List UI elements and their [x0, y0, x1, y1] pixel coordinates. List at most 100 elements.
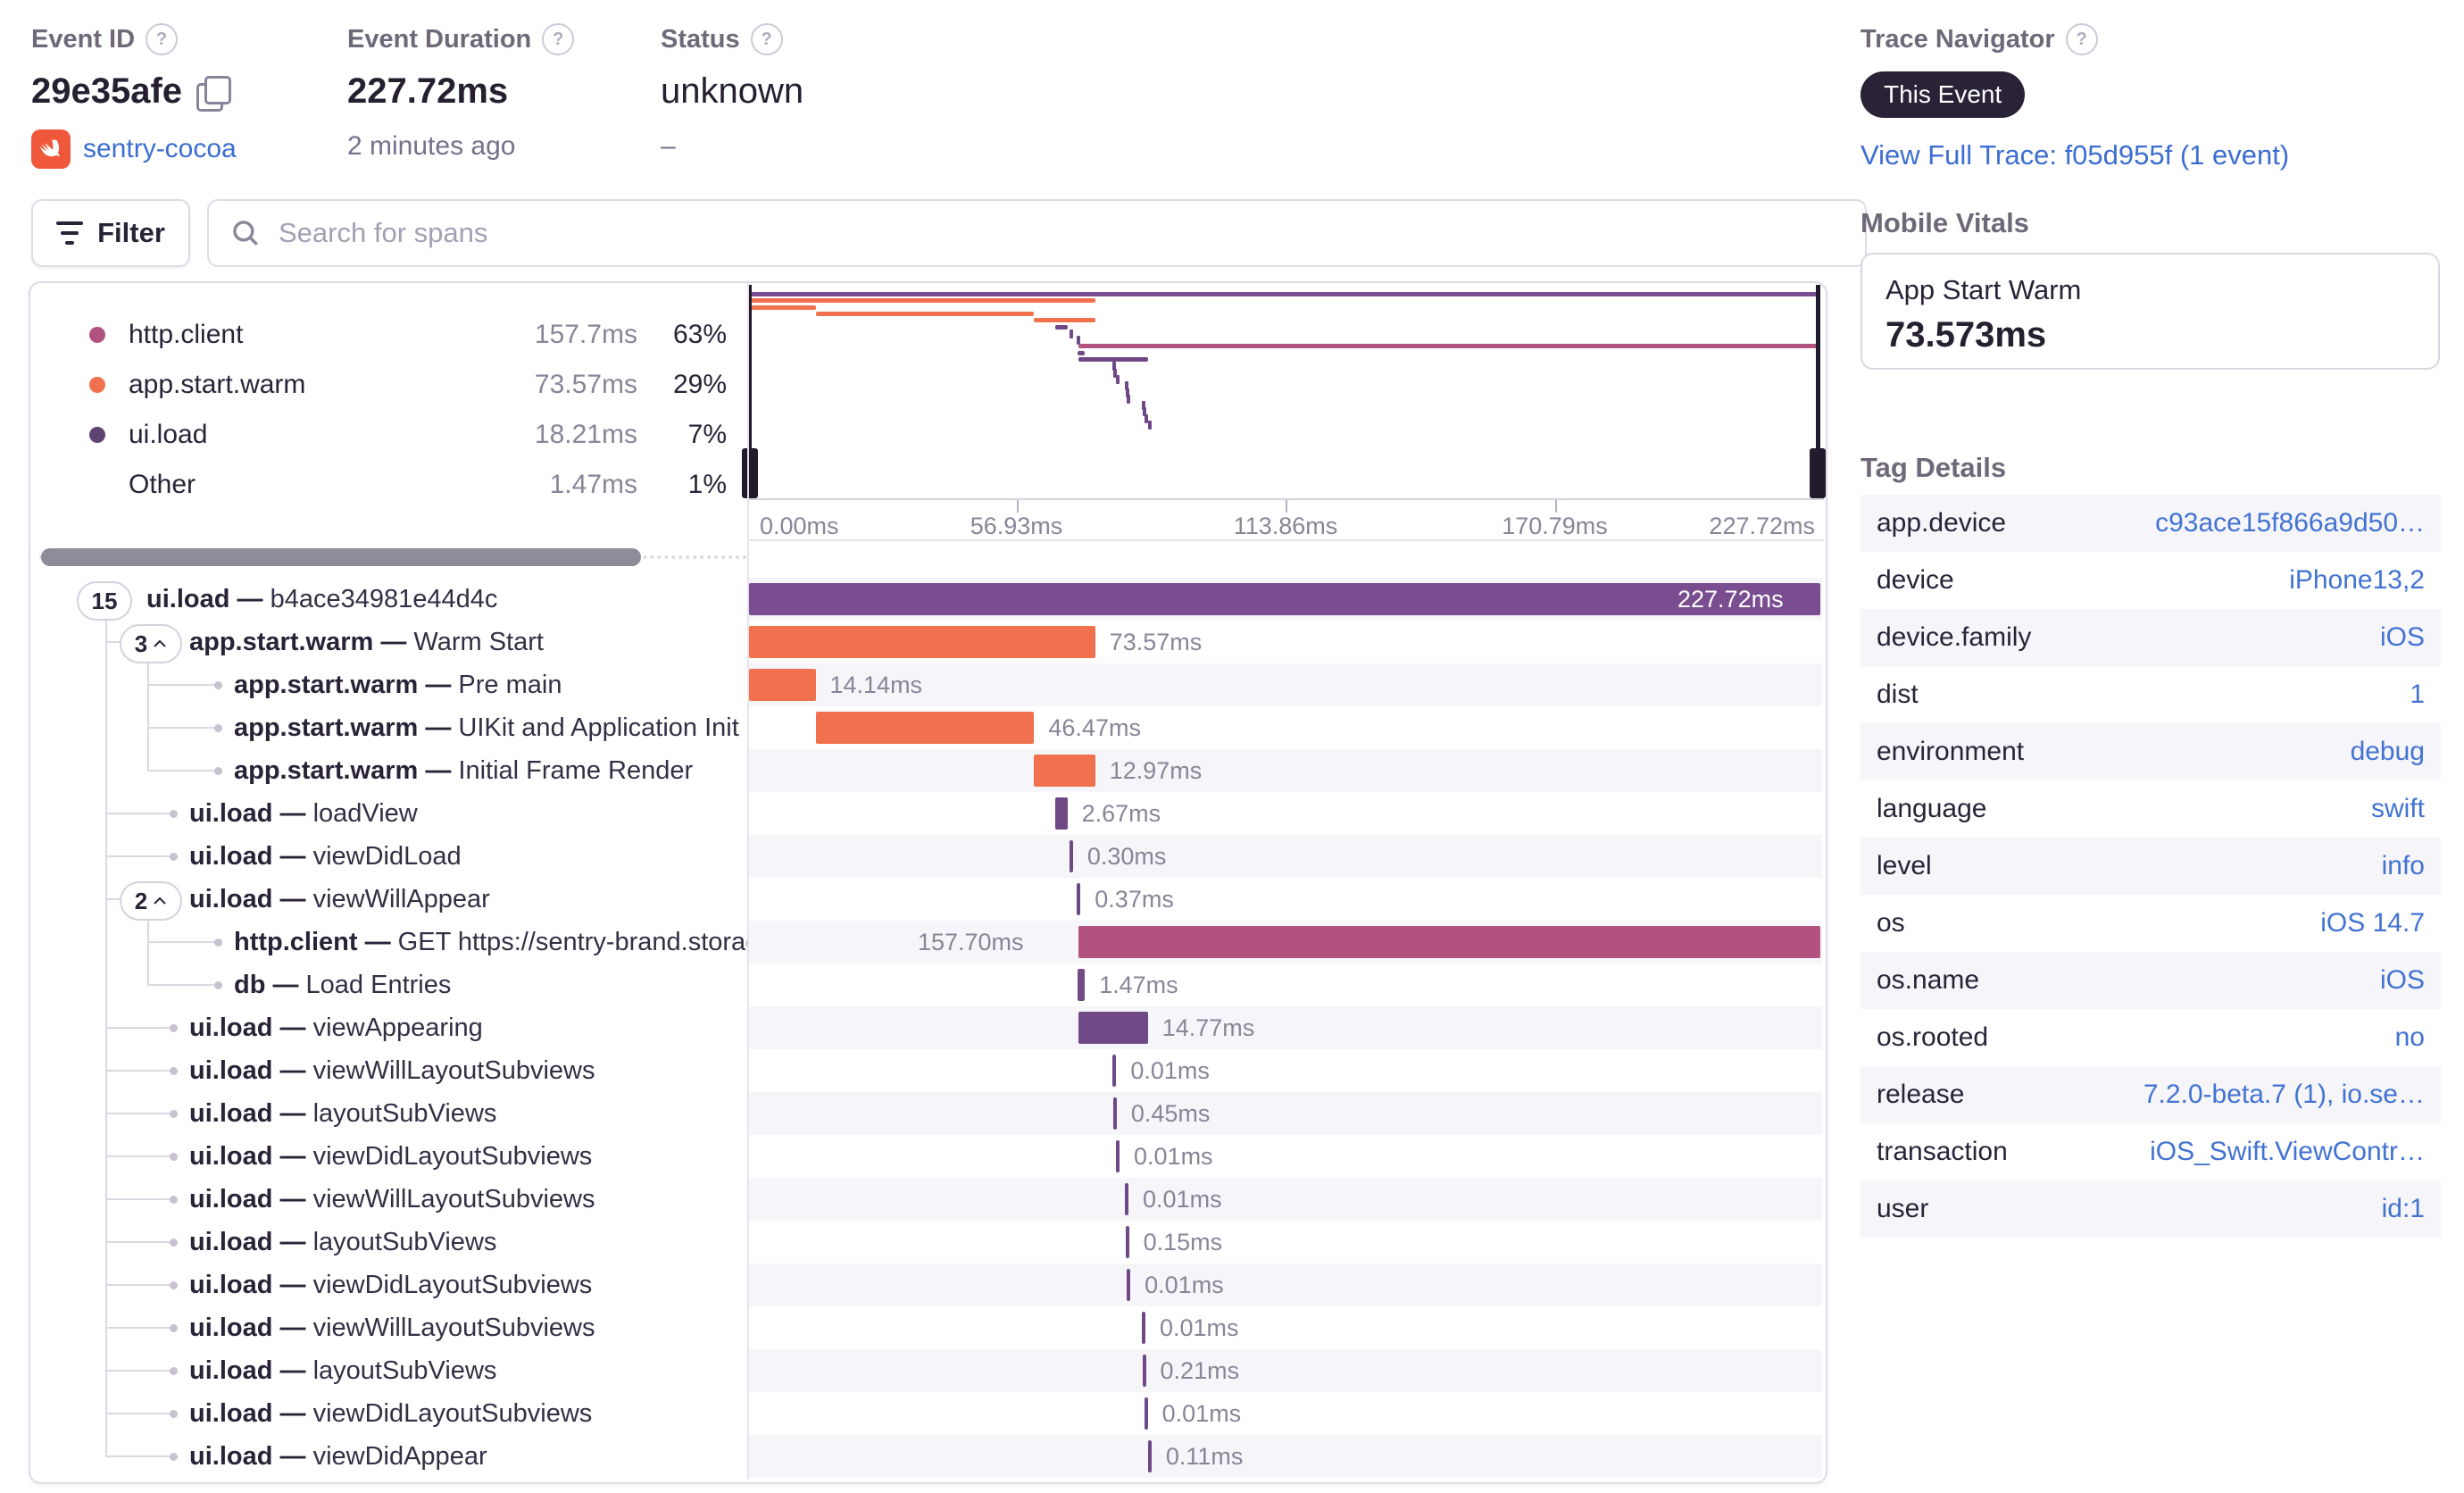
span-tree-row[interactable]: ui.load — viewDidLayoutSubviews	[189, 1264, 592, 1306]
span-tree-row[interactable]: ui.load — viewWillLayoutSubviews	[189, 1049, 595, 1092]
tag-value-link[interactable]: id:1	[2381, 1194, 2425, 1223]
tag-value-link[interactable]: iOS 14.7	[2320, 908, 2425, 938]
span-bar-db[interactable]	[1078, 969, 1086, 1001]
span-bar-http.client[interactable]	[1078, 926, 1820, 958]
app-start-warm-card[interactable]: App Start Warm 73.573ms	[1860, 253, 2440, 370]
minimap-right-handle[interactable]	[1816, 285, 1820, 498]
tree-connector-h	[105, 1070, 170, 1072]
span-bar-app.start.warm[interactable]	[749, 669, 816, 701]
span-tree-row[interactable]: ui.load — viewDidLayoutSubviews	[189, 1392, 592, 1435]
span-tree-row[interactable]: ui.load — viewWillLayoutSubviews	[189, 1306, 595, 1349]
event-id-section: Event ID ? 29e35afe sentry-cocoa	[31, 23, 237, 169]
minimap-span-ui.load	[1142, 407, 1146, 417]
span-op: ui.load —	[189, 1355, 313, 1385]
tag-value-link[interactable]: iOS_Swift.ViewContr…	[2150, 1137, 2425, 1166]
span-op: ui.load —	[189, 1227, 313, 1256]
span-tree-row[interactable]: ui.load — b4ace34981e44d4c	[146, 578, 497, 621]
minimap-left-handle[interactable]	[747, 285, 752, 498]
minimap-span-ui.load	[1125, 388, 1129, 397]
help-icon[interactable]: ?	[2065, 23, 2098, 55]
minimap-span-ui.load	[1069, 329, 1073, 338]
tag-value-link[interactable]: no	[2394, 1022, 2425, 1052]
span-bar-ui.load[interactable]	[1127, 1269, 1131, 1301]
span-tree-row[interactable]: ui.load — layoutSubViews	[189, 1349, 496, 1392]
legend-op-label: Other	[129, 470, 196, 499]
span-tree-row[interactable]: app.start.warm — Warm Start	[189, 621, 544, 663]
tree-scrollbar-thumb[interactable]	[41, 548, 641, 566]
tag-row-environment: environment debug	[1860, 723, 2441, 780]
tag-value-link[interactable]: iPhone13,2	[2289, 565, 2425, 595]
span-bar-app.start.warm[interactable]	[815, 712, 1035, 744]
minimap-left-grip[interactable]	[742, 448, 758, 498]
legend-duration: 73.57ms	[534, 370, 637, 399]
tag-value-link[interactable]: c93ace15f866a9d50…	[2155, 508, 2425, 538]
view-full-trace-link[interactable]: View Full Trace: f05d955f (1 event)	[1860, 139, 2290, 171]
span-tree-row[interactable]: ui.load — layoutSubViews	[189, 1221, 496, 1264]
span-bar-ui.load[interactable]	[1054, 797, 1068, 830]
span-tree-row[interactable]: db — Load Entries	[234, 963, 451, 1006]
span-tree-row[interactable]: ui.load — viewDidAppear	[189, 1435, 487, 1478]
tag-row-os.name: os.name iOS	[1860, 952, 2441, 1009]
project-link[interactable]: sentry-cocoa	[83, 134, 237, 163]
span-op: ui.load —	[189, 841, 313, 871]
span-bar-ui.load[interactable]	[1142, 1355, 1146, 1387]
tree-waterfall-divider[interactable]	[747, 283, 749, 1479]
copy-icon[interactable]	[196, 75, 232, 112]
help-icon[interactable]: ?	[146, 23, 179, 55]
tree-connector-dot	[170, 1453, 178, 1461]
help-icon[interactable]: ?	[542, 23, 575, 55]
span-tree-row[interactable]: ui.load — loadView	[189, 792, 418, 835]
span-duration-label: 12.97ms	[1109, 757, 1203, 784]
span-bar-ui.load[interactable]	[1142, 1312, 1145, 1344]
tag-value-link[interactable]: swift	[2371, 794, 2425, 823]
this-event-badge[interactable]: This Event	[1860, 71, 2026, 118]
status-label: Status	[661, 24, 740, 54]
span-bar-ui.load[interactable]	[1112, 1055, 1117, 1087]
span-tree-row[interactable]: ui.load — viewWillLayoutSubviews	[189, 1178, 595, 1221]
span-tree-row[interactable]: app.start.warm — Pre main	[234, 663, 562, 706]
span-duration-label: 0.15ms	[1143, 1229, 1223, 1255]
span-tree-row[interactable]: ui.load — viewDidLayoutSubviews	[189, 1135, 592, 1178]
span-count-pill[interactable]: 2	[120, 881, 182, 921]
span-count-pill[interactable]: 15	[77, 581, 132, 621]
span-bar-ui.load[interactable]	[1147, 1440, 1152, 1472]
span-count-pill[interactable]: 3	[120, 624, 182, 663]
span-bar-ui.load[interactable]	[749, 583, 1820, 615]
span-tree-row[interactable]: ui.load — layoutSubViews	[189, 1092, 496, 1135]
span-bar-ui.load[interactable]	[1078, 1012, 1148, 1044]
span-bar-ui.load[interactable]	[1116, 1140, 1120, 1172]
span-description: layoutSubViews	[312, 1098, 497, 1128]
minimap-right-grip[interactable]	[1810, 448, 1826, 498]
span-bar-app.start.warm[interactable]	[1034, 755, 1095, 787]
span-bar-ui.load[interactable]	[1125, 1226, 1129, 1258]
span-tree-row[interactable]: ui.load — viewWillAppear	[189, 878, 490, 921]
span-tree-row[interactable]: ui.load — viewAppearing	[189, 1006, 483, 1049]
legend-item-ui.load: ui.load 18.21ms 7%	[66, 410, 753, 460]
tree-connector-dot	[170, 1153, 178, 1161]
span-bar-app.start.warm[interactable]	[749, 626, 1095, 658]
legend-percent: 63%	[672, 320, 727, 349]
tag-value-link[interactable]: 7.2.0-beta.7 (1), io.se…	[2143, 1080, 2425, 1109]
span-tree-row[interactable]: ui.load — viewDidLoad	[189, 835, 462, 878]
minimap-span-http.client	[1078, 344, 1820, 349]
span-tree-row[interactable]: app.start.warm — UIKit and Application I…	[234, 706, 739, 749]
span-bar-ui.load[interactable]	[1077, 883, 1081, 915]
span-bar-ui.load[interactable]	[1069, 840, 1073, 872]
waterfall-row-stripe	[749, 1178, 1822, 1221]
span-tree-row[interactable]: app.start.warm — Initial Frame Render	[234, 749, 693, 792]
trace-minimap[interactable]	[749, 287, 1820, 498]
project-row: sentry-cocoa	[31, 129, 237, 169]
span-bar-ui.load[interactable]	[1125, 1183, 1129, 1215]
tag-value-link[interactable]: debug	[2350, 737, 2425, 766]
tag-value-link[interactable]: info	[2381, 851, 2425, 880]
tag-value-link[interactable]: iOS	[2379, 622, 2425, 652]
tag-value-link[interactable]: iOS	[2379, 965, 2425, 995]
search-input[interactable]	[277, 216, 1844, 250]
axis-tick-label: 170.79ms	[1502, 513, 1608, 539]
filter-button[interactable]: Filter	[31, 199, 190, 267]
span-bar-ui.load[interactable]	[1112, 1097, 1117, 1130]
span-bar-ui.load[interactable]	[1144, 1397, 1148, 1430]
span-tree-row[interactable]: http.client — GET https://sentry-brand.s…	[234, 921, 747, 963]
help-icon[interactable]: ?	[750, 23, 783, 55]
tag-value-link[interactable]: 1	[2410, 680, 2425, 709]
